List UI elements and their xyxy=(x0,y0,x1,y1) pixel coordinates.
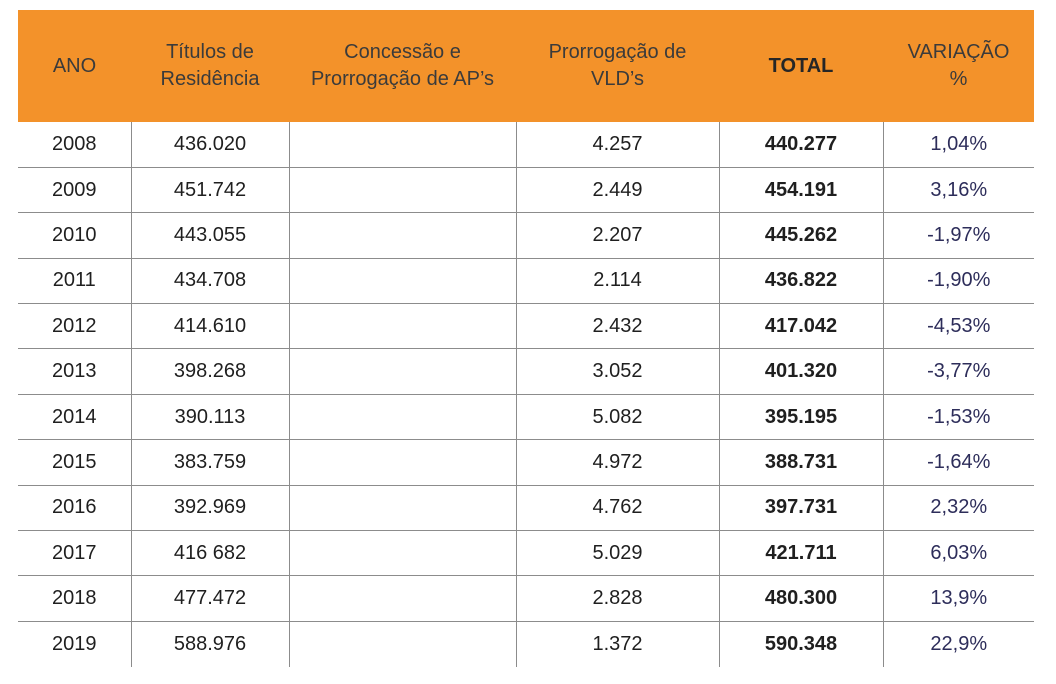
cell-prorrogacao: 2.828 xyxy=(515,575,719,622)
cell-total: 401.320 xyxy=(718,348,883,395)
cell-concessao xyxy=(288,303,516,350)
cell-variacao: 3,16% xyxy=(882,167,1034,214)
cell-prorrogacao: 4.972 xyxy=(515,439,719,486)
cell-ano: 2008 xyxy=(18,122,131,168)
cell-titulos: 416 682 xyxy=(130,530,289,577)
table-body: 2008 436.020 4.257 440.277 1,04% 2009 451.742 2… xyxy=(18,122,1034,667)
cell-prorrogacao: 2.432 xyxy=(515,303,719,350)
cell-ano: 2009 xyxy=(18,167,131,214)
cell-variacao: 2,32% xyxy=(882,485,1034,532)
cell-concessao xyxy=(288,439,516,486)
table-row: 2019 588.976 1.372 590.348 22,9% xyxy=(18,621,1034,667)
cell-total: 590.348 xyxy=(718,621,883,667)
cell-ano: 2016 xyxy=(18,485,131,532)
cell-prorrogacao: 1.372 xyxy=(515,621,719,667)
cell-concessao xyxy=(288,575,516,622)
cell-total: 417.042 xyxy=(718,303,883,350)
cell-prorrogacao: 2.449 xyxy=(515,167,719,214)
cell-ano: 2019 xyxy=(52,632,97,655)
cell-total: 388.731 xyxy=(718,439,883,486)
cell-variacao: 22,9% xyxy=(882,621,1034,667)
cell-ano: 2010 xyxy=(18,212,131,259)
header-variacao: VARIAÇÃO% xyxy=(907,41,1010,90)
table-row: 2018 477.472 2.828 480.300 13,9% xyxy=(18,575,1034,622)
cell-concessao xyxy=(288,621,516,667)
header-total: TOTAL xyxy=(768,54,834,77)
header-prorrogacao: Prorrogação de VLD’s xyxy=(548,41,687,90)
table-row: 2016 392.969 4.762 397.731 2,32% xyxy=(18,485,1034,532)
cell-prorrogacao: 2.114 xyxy=(515,258,719,305)
cell-titulos: 451.742 xyxy=(130,167,289,214)
table-row: 2014 390.113 5.082 395.195 -1,53% xyxy=(18,394,1034,441)
header-titulos: Títulos de Residência xyxy=(160,41,260,90)
cell-titulos: 398.268 xyxy=(130,348,289,395)
cell-concessao xyxy=(288,394,516,441)
cell-prorrogacao: 4.257 xyxy=(515,122,719,168)
cell-concessao xyxy=(288,530,516,577)
residence-statistics-table: ANO Títulos de Residência Concessão e Pror… xyxy=(18,10,1034,667)
cell-concessao xyxy=(288,348,516,395)
cell-titulos: 383.759 xyxy=(130,439,289,486)
cell-concessao xyxy=(288,122,516,168)
cell-variacao: -1,90% xyxy=(882,258,1034,305)
cell-concessao xyxy=(288,258,516,305)
cell-total: 445.262 xyxy=(718,212,883,259)
header-row: ANO Títulos de Residência Concessão e Pror… xyxy=(18,10,1034,122)
table-row: 2010 443.055 2.207 445.262 -1,97% xyxy=(18,212,1034,259)
cell-prorrogacao: 5.082 xyxy=(515,394,719,441)
cell-ano: 2018 xyxy=(18,575,131,622)
table-header: ANO Títulos de Residência Concessão e Pror… xyxy=(18,10,1034,122)
table-row: 2012 414.610 2.432 417.042 -4,53% xyxy=(18,303,1034,350)
cell-variacao: -3,77% xyxy=(882,348,1034,395)
cell-total: 397.731 xyxy=(718,485,883,532)
cell-titulos: 588.976 xyxy=(130,621,289,667)
cell-ano: 2017 xyxy=(18,530,131,577)
cell-titulos: 414.610 xyxy=(130,303,289,350)
cell-prorrogacao: 4.762 xyxy=(515,485,719,532)
table-row: 2013 398.268 3.052 401.320 -3,77% xyxy=(18,348,1034,395)
cell-total: 480.300 xyxy=(718,575,883,622)
table-row: 2017 416 682 5.029 421.711 6,03% xyxy=(18,530,1034,577)
cell-total: 395.195 xyxy=(718,394,883,441)
cell-variacao: -1,53% xyxy=(882,394,1034,441)
cell-prorrogacao: 5.029 xyxy=(515,530,719,577)
cell-variacao: 13,9% xyxy=(882,575,1034,622)
table-row: 2009 451.742 2.449 454.191 3,16% xyxy=(18,167,1034,214)
table-row: 2015 383.759 4.972 388.731 -1,64% xyxy=(18,439,1034,486)
cell-ano: 2014 xyxy=(18,394,131,441)
cell-prorrogacao: 3.052 xyxy=(515,348,719,395)
cell-titulos: 436.020 xyxy=(130,122,289,168)
cell-ano: 2012 xyxy=(18,303,131,350)
cell-total: 454.191 xyxy=(718,167,883,214)
cell-ano: 2013 xyxy=(18,348,131,395)
cell-titulos: 477.472 xyxy=(130,575,289,622)
cell-prorrogacao: 2.207 xyxy=(515,212,719,259)
cell-titulos: 390.113 xyxy=(130,394,289,441)
cell-titulos: 434.708 xyxy=(130,258,289,305)
cell-concessao xyxy=(288,167,516,214)
cell-concessao xyxy=(288,212,516,259)
cell-variacao: -1,64% xyxy=(882,439,1034,486)
cell-ano: 2015 xyxy=(18,439,131,486)
table-row: 2011 434.708 2.114 436.822 -1,90% xyxy=(18,258,1034,305)
cell-titulos: 392.969 xyxy=(130,485,289,532)
header-concessao: Concessão e Prorrogação de AP’s xyxy=(310,41,495,90)
cell-variacao: 1,04% xyxy=(882,122,1034,168)
header-ano: ANO xyxy=(52,54,97,77)
cell-variacao: 6,03% xyxy=(882,530,1034,577)
cell-total: 440.277 xyxy=(718,122,883,168)
cell-ano: 2011 xyxy=(18,258,131,305)
cell-variacao: -4,53% xyxy=(882,303,1034,350)
cell-total: 436.822 xyxy=(718,258,883,305)
cell-titulos: 443.055 xyxy=(130,212,289,259)
table-row: 2008 436.020 4.257 440.277 1,04% xyxy=(18,122,1034,168)
cell-total: 421.711 xyxy=(718,530,883,577)
cell-concessao xyxy=(288,485,516,532)
cell-variacao: -1,97% xyxy=(882,212,1034,259)
